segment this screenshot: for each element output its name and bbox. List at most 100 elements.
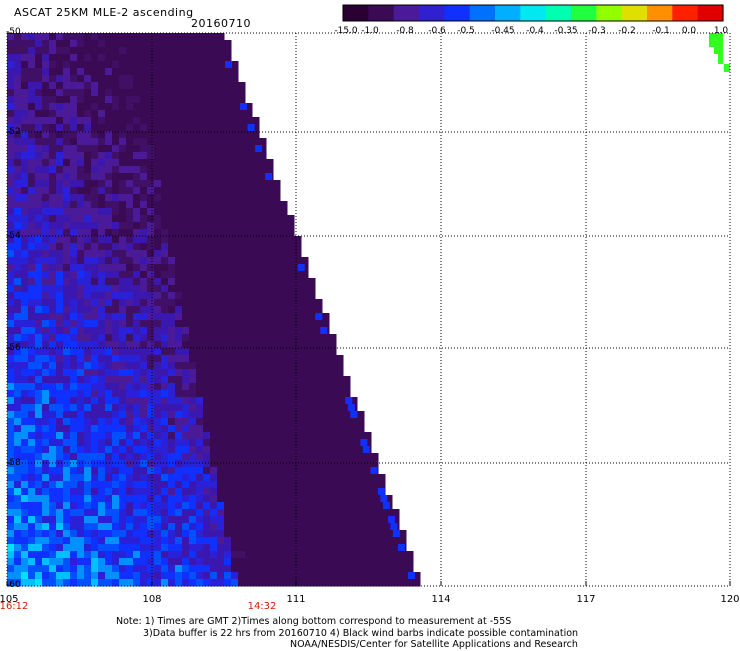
swath-pixel <box>343 488 351 496</box>
swath-pixel <box>70 145 78 153</box>
swath-pixel <box>112 201 120 209</box>
swath-pixel <box>154 390 162 398</box>
swath-pixel <box>210 117 218 125</box>
swath-pixel <box>175 327 183 335</box>
swath-pixel <box>196 425 204 433</box>
swath-pixel <box>189 355 197 363</box>
swath-pixel <box>56 306 64 314</box>
swath-pixel <box>84 243 92 251</box>
swath-pixel <box>168 47 176 55</box>
swath-pixel <box>21 145 29 153</box>
swath-pixel <box>362 446 370 453</box>
swath-pixel <box>154 180 162 188</box>
swath-pixel <box>154 369 162 377</box>
swath-pixel <box>203 257 211 265</box>
swath-pixel <box>245 138 253 146</box>
swath-pixel <box>385 495 393 503</box>
swath-pixel <box>280 390 288 398</box>
swath-pixel <box>147 369 155 377</box>
swath-pixel <box>280 474 288 482</box>
swath-pixel <box>315 495 323 503</box>
swath-pixel <box>217 236 225 244</box>
swath-pixel <box>378 558 386 566</box>
swath-pixel <box>35 264 43 272</box>
swath-pixel <box>175 397 183 405</box>
swath-pixel <box>35 432 43 440</box>
swath-pixel <box>154 40 162 48</box>
swath-pixel <box>280 236 288 244</box>
swath-pixel <box>182 544 190 552</box>
swath-pixel <box>140 579 148 587</box>
lat-label-50: -50 <box>6 27 21 37</box>
swath-pixel <box>210 47 218 55</box>
swath-pixel <box>161 467 169 475</box>
swath-pixel <box>308 530 316 538</box>
swath-pixel <box>161 306 169 314</box>
swath-pixel <box>273 565 281 573</box>
swath-pixel <box>161 103 169 111</box>
swath-pixel <box>133 362 141 370</box>
swath-pixel <box>42 551 50 559</box>
swath-pixel <box>28 61 36 69</box>
swath-pixel <box>161 173 169 181</box>
swath-pixel <box>168 124 176 132</box>
swath-pixel <box>287 523 295 531</box>
swath-pixel <box>196 495 204 503</box>
swath-pixel <box>336 355 344 363</box>
swath-pixel <box>126 89 134 97</box>
swath-pixel <box>35 558 43 566</box>
swath-pixel <box>70 446 78 454</box>
swath-pixel <box>154 502 162 510</box>
swath-pixel <box>217 362 225 370</box>
swath-pixel <box>133 131 141 139</box>
swath-pixel <box>119 460 127 468</box>
swath-pixel <box>182 264 190 272</box>
swath-pixel <box>238 257 246 265</box>
swath-pixel <box>112 40 120 48</box>
swath-pixel <box>161 61 169 69</box>
swath-pixel <box>182 299 190 307</box>
swath-pixel <box>98 54 106 62</box>
swath-pixel <box>357 523 365 531</box>
swath-pixel <box>252 159 260 167</box>
swath-pixel <box>98 201 106 209</box>
swath-pixel <box>182 222 190 230</box>
swath-pixel <box>266 362 274 370</box>
swath-pixel <box>21 54 29 62</box>
swath-pixel <box>7 75 15 83</box>
swath-pixel <box>63 299 71 307</box>
swath-pixel <box>63 292 71 300</box>
swath-pixel <box>182 180 190 188</box>
swath-pixel <box>231 313 239 321</box>
swath-pixel <box>259 572 267 580</box>
swath-pixel <box>301 383 309 391</box>
swath-pixel <box>161 453 169 461</box>
swath-pixel <box>35 411 43 419</box>
swath-pixel <box>182 103 190 111</box>
swath-pixel <box>147 229 155 237</box>
swath-pixel <box>231 334 239 342</box>
swath-pixel <box>14 278 22 286</box>
swath-pixel <box>231 397 239 405</box>
swath-pixel <box>406 551 414 559</box>
swath-pixel <box>252 250 260 258</box>
swath-pixel <box>91 355 99 363</box>
swath-pixel <box>182 362 190 370</box>
swath-pixel <box>126 229 134 237</box>
swath-pixel <box>63 404 71 412</box>
swath-pixel <box>322 446 330 454</box>
swath-pixel <box>28 194 36 202</box>
swath-pixel <box>364 579 372 587</box>
swath-pixel <box>203 523 211 531</box>
swath-pixel <box>42 61 50 69</box>
swath-pixel <box>105 96 113 104</box>
swath-pixel <box>329 530 337 538</box>
swath-pixel <box>84 89 92 97</box>
swath-pixel <box>350 495 358 503</box>
swath-pixel <box>133 145 141 153</box>
swath-pixel <box>84 33 92 41</box>
swath-pixel <box>126 376 134 384</box>
swath-pixel <box>14 544 22 552</box>
swath-pixel <box>245 152 253 160</box>
